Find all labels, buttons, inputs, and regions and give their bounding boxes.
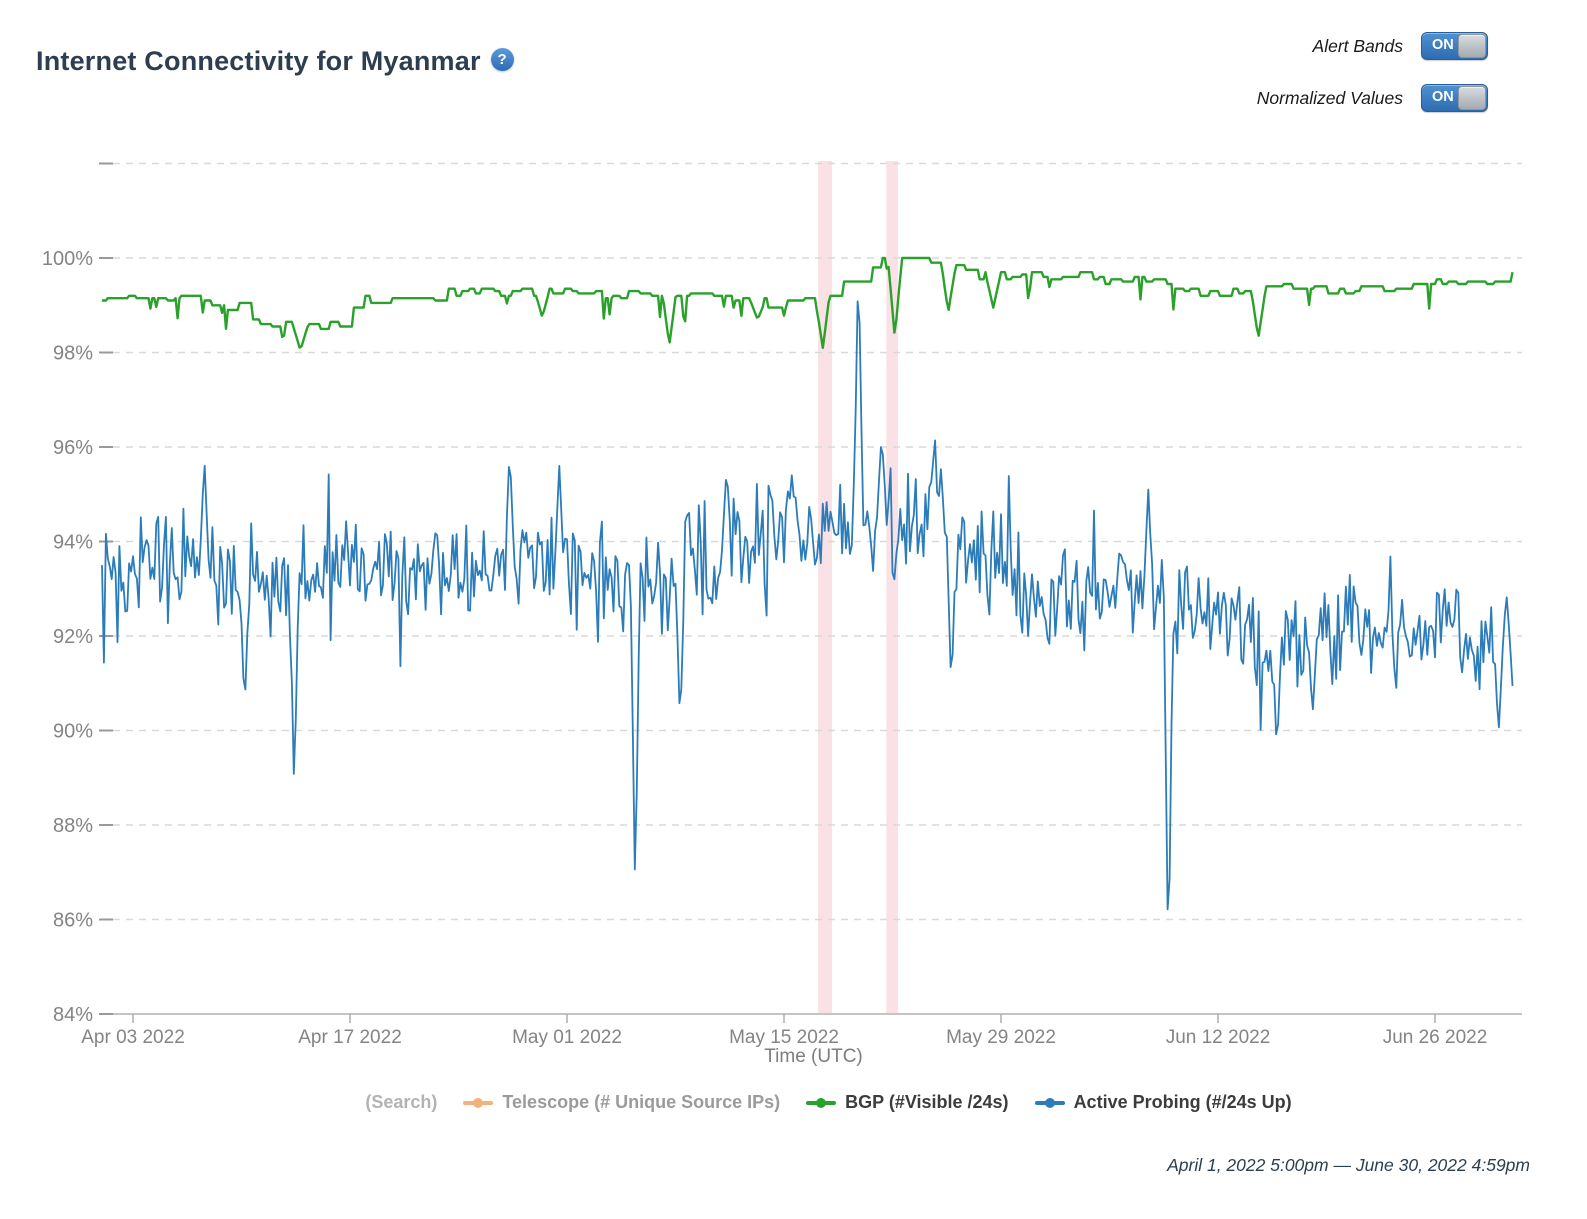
legend-label-bgp: BGP (#Visible /24s)	[845, 1092, 1009, 1112]
normalized-values-state: ON	[1432, 89, 1454, 105]
alert-band-2	[886, 161, 898, 1014]
chart-legend: (Search) Telescope (# Unique Source IPs) B…	[0, 1092, 1587, 1113]
legend-item-bgp[interactable]: BGP (#Visible /24s)	[806, 1092, 1009, 1113]
alert-bands-state: ON	[1432, 37, 1454, 53]
y-tick-label: 94%	[53, 532, 93, 554]
page-title: Internet Connectivity for Myanmar?	[36, 46, 514, 77]
normalized-values-label: Normalized Values	[1256, 87, 1403, 108]
bgp-series-line[interactable]	[102, 256, 1514, 349]
y-tick-label: 96%	[53, 437, 93, 459]
y-tick-label: 98%	[53, 343, 93, 365]
bgp-marker-icon	[806, 1097, 837, 1108]
connectivity-chart[interactable]: 100% 98% 96% 94% 92% 90% 88% 86% 84%Apr 03 2022 A…	[0, 130, 1587, 1075]
alert-bands-label: Alert Bands	[1312, 35, 1403, 56]
normalized-values-knob-icon	[1458, 86, 1486, 110]
x-tick-label: Apr 03 2022	[81, 1027, 185, 1048]
legend-item-active-probing[interactable]: Active Probing (#/24s Up)	[1034, 1092, 1292, 1113]
y-tick-label: 86%	[53, 910, 93, 932]
legend-label-search: (Search)	[365, 1092, 438, 1112]
legend-label-telescope: Telescope (# Unique Source IPs)	[502, 1092, 781, 1112]
legend-item-search[interactable]: (Search)	[365, 1092, 437, 1113]
normalized-values-row: Normalized Values ON	[1257, 84, 1488, 112]
x-tick-label: May 29 2022	[946, 1027, 1056, 1048]
date-range-label: April 1, 2022 5:00pm — June 30, 2022 4:5…	[1167, 1155, 1530, 1175]
y-tick-label: 90%	[53, 721, 93, 743]
page-title-text: Internet Connectivity for Myanmar	[36, 46, 481, 76]
alert-bands-row: Alert Bands ON	[1313, 32, 1488, 60]
active-probing-series-line[interactable]	[101, 300, 1514, 911]
help-icon[interactable]: ?	[490, 48, 514, 71]
x-tick-label: Jun 26 2022	[1383, 1027, 1488, 1048]
alert-band-1	[818, 161, 833, 1014]
legend-label-active-probing: Active Probing (#/24s Up)	[1073, 1092, 1292, 1112]
y-tick-label: 100%	[42, 248, 93, 270]
active-probing-marker-icon	[1034, 1097, 1065, 1108]
y-tick-label: 88%	[53, 815, 93, 837]
x-tick-label: May 15 2022	[729, 1027, 839, 1048]
x-tick-label: Jun 12 2022	[1166, 1027, 1271, 1048]
x-tick-label: May 01 2022	[512, 1027, 622, 1048]
telescope-marker-icon	[463, 1097, 494, 1108]
y-tick-label: 84%	[53, 1004, 93, 1026]
alert-bands-knob-icon	[1458, 34, 1486, 58]
x-tick-label: Apr 17 2022	[298, 1027, 402, 1048]
x-axis-title: Time (UTC)	[764, 1046, 863, 1067]
alert-bands-toggle[interactable]: ON	[1421, 32, 1488, 60]
legend-item-telescope[interactable]: Telescope (# Unique Source IPs)	[463, 1092, 780, 1113]
y-tick-label: 92%	[53, 626, 93, 648]
normalized-values-toggle[interactable]: ON	[1421, 84, 1488, 112]
